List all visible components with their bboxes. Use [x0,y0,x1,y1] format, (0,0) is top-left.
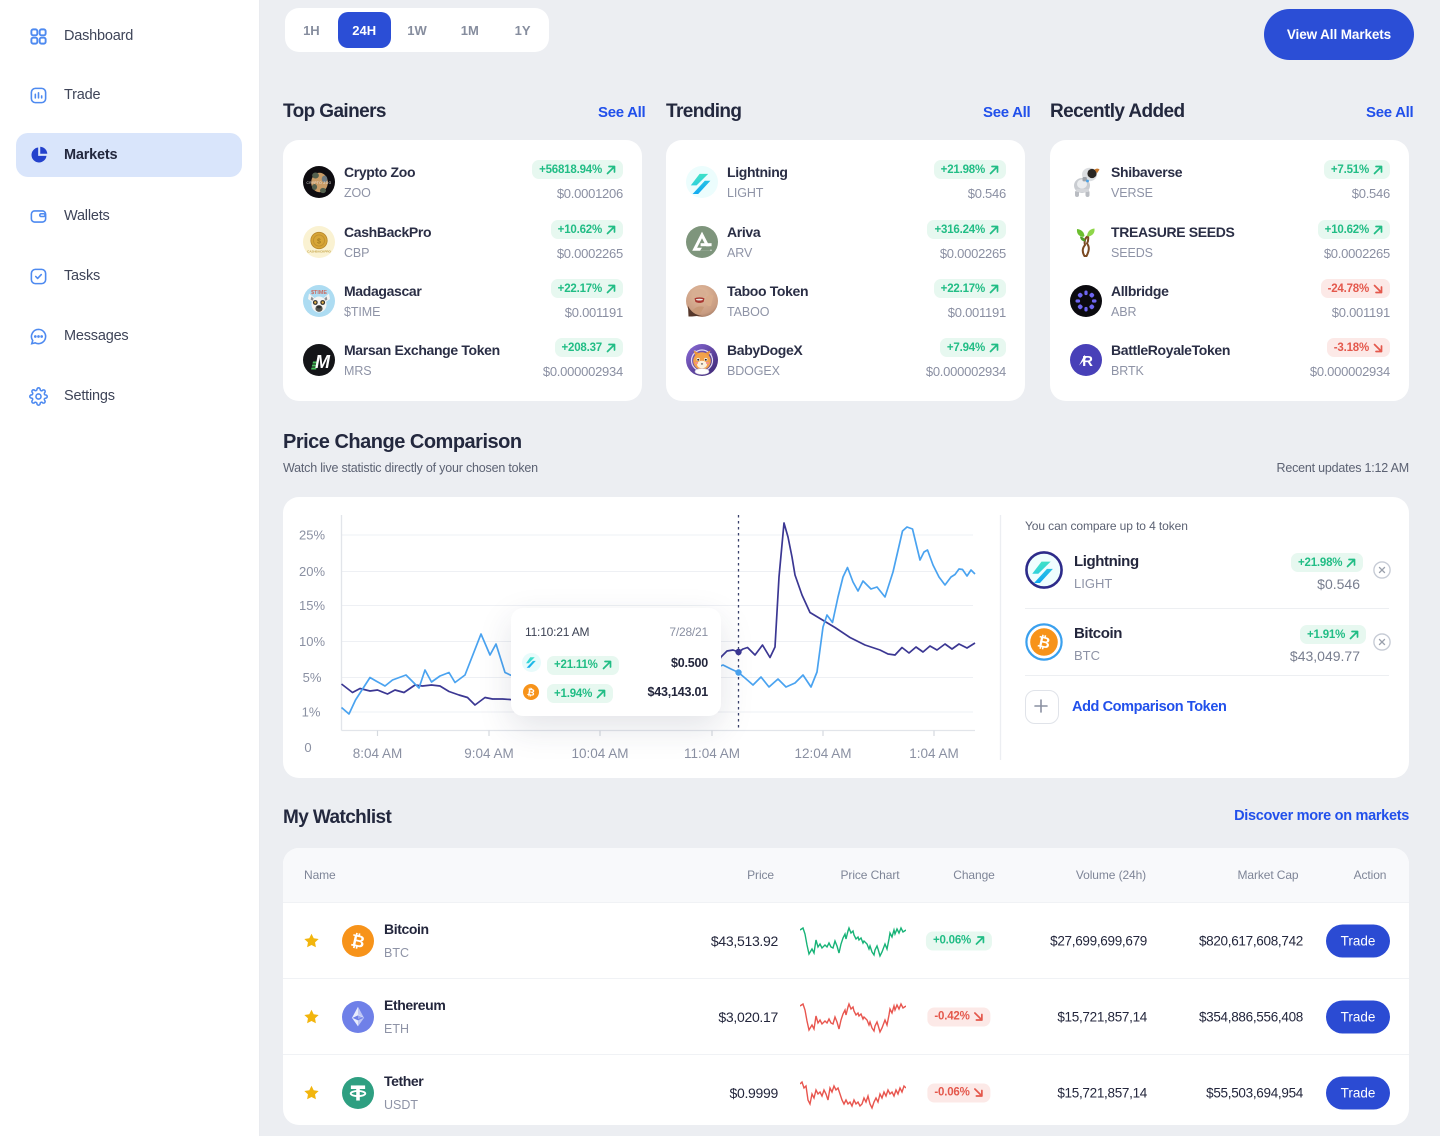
svg-text:10:04 AM: 10:04 AM [571,746,628,761]
svg-text:15%: 15% [299,598,325,613]
svg-text:₿: ₿ [1036,633,1052,652]
svg-text:CRYPTO ZOO: CRYPTO ZOO [307,181,332,185]
svg-text:1%: 1% [302,705,321,720]
svg-text:25%: 25% [299,528,325,543]
svg-text:M: M [315,352,331,372]
svg-text:5%: 5% [303,670,322,685]
svg-text:1:04 AM: 1:04 AM [909,746,959,761]
svg-text:$: $ [317,239,321,246]
svg-text:0: 0 [304,740,311,755]
svg-text:₿: ₿ [349,930,366,951]
svg-text:₿: ₿ [526,685,536,697]
svg-text:10%: 10% [299,634,325,649]
svg-text:12:04 AM: 12:04 AM [794,746,851,761]
svg-text:11:04 AM: 11:04 AM [684,746,740,761]
svg-text:R: R [1082,353,1093,370]
svg-text:20%: 20% [299,564,325,579]
svg-text:9:04 AM: 9:04 AM [464,746,514,761]
svg-text:CASHBACKPRO: CASHBACKPRO [307,250,331,254]
svg-text:$TIME: $TIME [311,290,327,296]
svg-text:8:04 AM: 8:04 AM [353,746,403,761]
